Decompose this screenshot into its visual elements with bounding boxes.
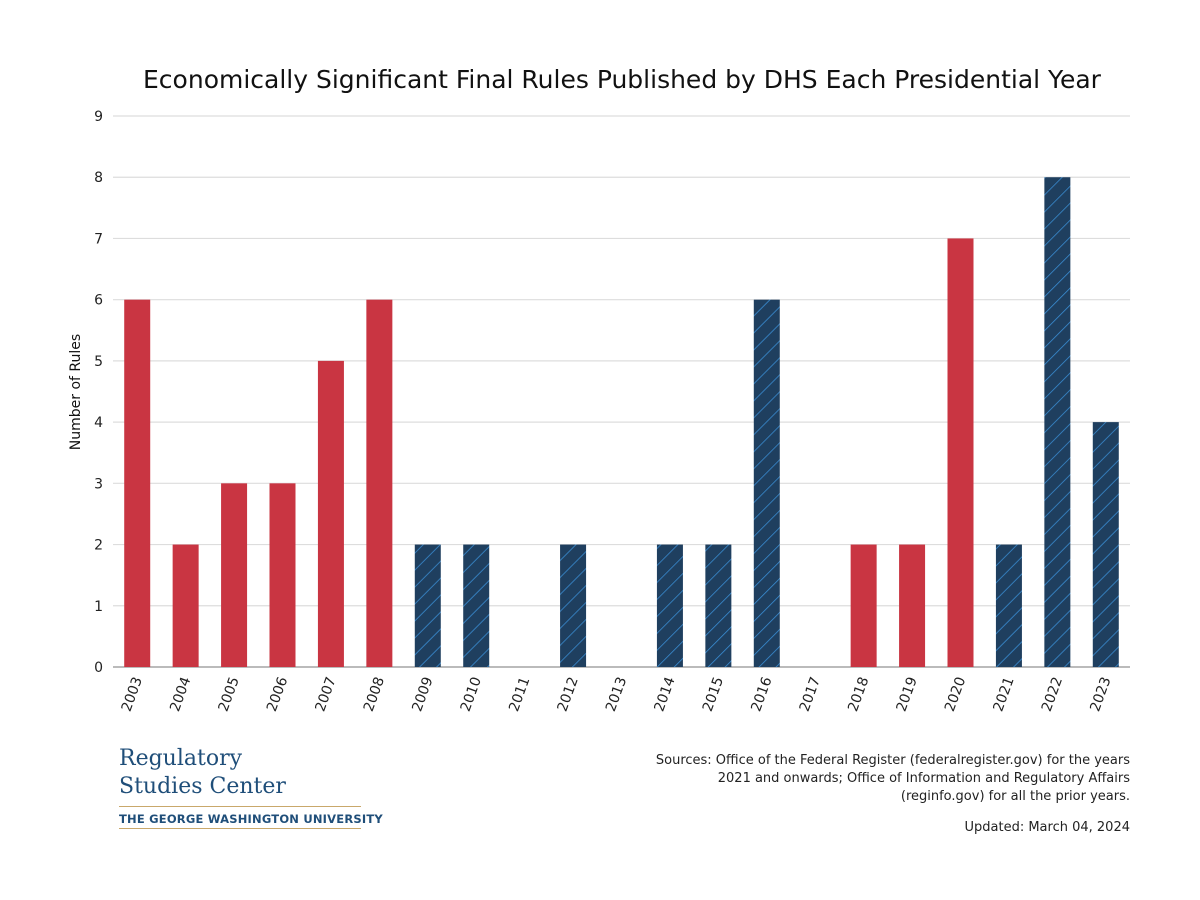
- x-tick-label: 2011: [506, 675, 533, 714]
- y-tick-label: 1: [94, 599, 103, 615]
- y-tick-label: 7: [94, 231, 103, 247]
- x-tick-label: 2020: [942, 675, 969, 714]
- x-tick-label: 2017: [797, 675, 824, 714]
- bar-2003: [124, 299, 151, 667]
- y-tick-label: 2: [94, 538, 103, 554]
- x-tick-label: 2021: [990, 675, 1017, 714]
- updated-date: Updated: March 04, 2024: [964, 820, 1131, 835]
- logo-divider: [119, 806, 361, 807]
- x-tick-label: 2010: [458, 675, 485, 714]
- bar-2012: [560, 544, 587, 667]
- logo-line2: Studies Center: [119, 774, 286, 799]
- rsc-logo: Regulatory Studies Center: [119, 745, 286, 801]
- x-tick-label: 2008: [361, 675, 388, 714]
- bar-2020: [947, 238, 974, 667]
- bar-2010: [463, 544, 490, 667]
- sources-note: Sources: Office of the Federal Register …: [655, 753, 1130, 804]
- x-tick-label: 2006: [264, 675, 291, 714]
- y-tick-label: 0: [94, 660, 103, 676]
- y-tick-label: 4: [94, 415, 103, 431]
- x-tick-label: 2022: [1039, 675, 1066, 714]
- bar-2021: [995, 544, 1022, 667]
- y-tick-label: 8: [94, 170, 103, 186]
- y-tick-label: 5: [94, 354, 103, 370]
- y-tick-label: 9: [94, 109, 103, 125]
- x-tick-label: 2014: [651, 675, 678, 714]
- bar-chart: Economically Significant Final Rules Pub…: [68, 65, 1130, 714]
- x-tick-label: 2013: [603, 675, 630, 714]
- logo-divider: [119, 828, 361, 829]
- logo-university: THE GEORGE WASHINGTON UNIVERSITY: [119, 812, 383, 826]
- y-tick-label: 6: [94, 293, 103, 309]
- bar-2023: [1092, 422, 1119, 667]
- x-tick-label: 2009: [409, 675, 436, 714]
- x-tick-label: 2012: [555, 675, 582, 714]
- x-tick-label: 2004: [167, 675, 194, 714]
- x-tick-label: 2019: [894, 675, 921, 714]
- x-tick-label: 2015: [700, 675, 727, 714]
- x-tick-label: 2005: [216, 675, 243, 714]
- bar-2005: [221, 483, 248, 667]
- x-tick-label: 2016: [748, 675, 775, 714]
- bar-2019: [899, 544, 926, 667]
- bar-2006: [269, 483, 296, 667]
- x-tick-label: 2003: [119, 675, 146, 714]
- bar-2015: [705, 544, 732, 667]
- chart-title: Economically Significant Final Rules Pub…: [143, 65, 1102, 94]
- bar-2007: [317, 360, 344, 667]
- x-tick-label: 2023: [1087, 675, 1114, 714]
- y-tick-label: 3: [94, 476, 103, 492]
- bar-2018: [850, 544, 877, 667]
- logo-line1: Regulatory: [119, 746, 243, 771]
- bar-2014: [656, 544, 683, 667]
- x-tick-label: 2007: [312, 675, 339, 714]
- bar-2009: [414, 544, 441, 667]
- bar-2016: [753, 299, 780, 667]
- bar-2008: [366, 299, 393, 667]
- y-axis-label: Number of Rules: [68, 334, 84, 450]
- bar-2004: [172, 544, 199, 667]
- x-tick-label: 2018: [845, 675, 872, 714]
- bar-2022: [1044, 177, 1071, 667]
